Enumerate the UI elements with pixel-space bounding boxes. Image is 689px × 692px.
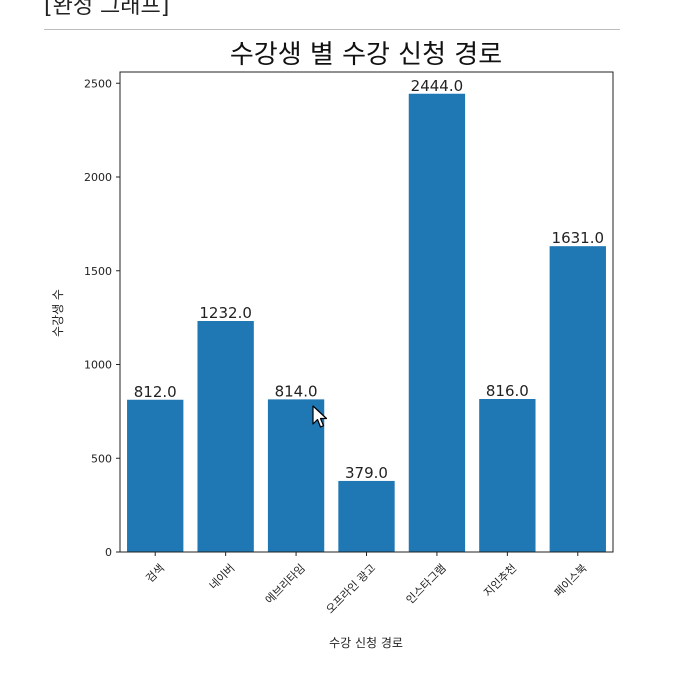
y-tick-label-5: 2500	[84, 77, 112, 90]
x-tick-label-6: 페이스북	[552, 562, 590, 600]
x-tick-label-3: 오프라인 광고	[324, 562, 379, 617]
bar-6	[549, 246, 606, 552]
chart-title: 수강생 별 수강 신청 경로	[230, 40, 502, 70]
y-tick-label-3: 1500	[84, 265, 112, 278]
plot-frame	[119, 71, 614, 553]
bar-value-label-4: 2444.0	[411, 77, 464, 95]
bar-value-label-0: 812.0	[134, 383, 177, 401]
bar-4	[408, 93, 466, 552]
bar-value-label-5: 816.0	[486, 382, 529, 400]
y-tick-label-4: 2000	[84, 171, 112, 184]
bar-value-label-2: 814.0	[275, 382, 318, 400]
x-tick-label-4: 인스타그램	[404, 562, 449, 607]
x-tick-label-0: 검색	[143, 562, 167, 586]
bar-3	[338, 480, 395, 552]
mouse-cursor-icon	[312, 405, 328, 428]
bar-value-label-3: 379.0	[345, 464, 388, 482]
x-tick-label-1: 네이버	[207, 562, 238, 593]
bar-value-label-6: 1631.0	[552, 229, 605, 247]
bar-0	[127, 399, 184, 552]
section-heading: [완성 그래프]	[44, 0, 170, 19]
x-tick-label-2: 에브리타임	[263, 562, 308, 607]
x-tick-label-5: 지인추천	[481, 561, 520, 600]
y-tick-label-1: 500	[91, 452, 112, 465]
y-tick-label-0: 0	[105, 546, 112, 559]
divider	[44, 29, 620, 30]
bar-value-label-1: 1232.0	[199, 304, 252, 322]
y-tick-label-2: 1000	[84, 359, 112, 372]
y-axis-label: 수강생 수	[51, 289, 65, 337]
bar-2	[267, 399, 325, 552]
bar-1	[197, 321, 254, 552]
bar-5	[479, 399, 536, 552]
x-axis-label: 수강 신청 경로	[329, 636, 403, 650]
